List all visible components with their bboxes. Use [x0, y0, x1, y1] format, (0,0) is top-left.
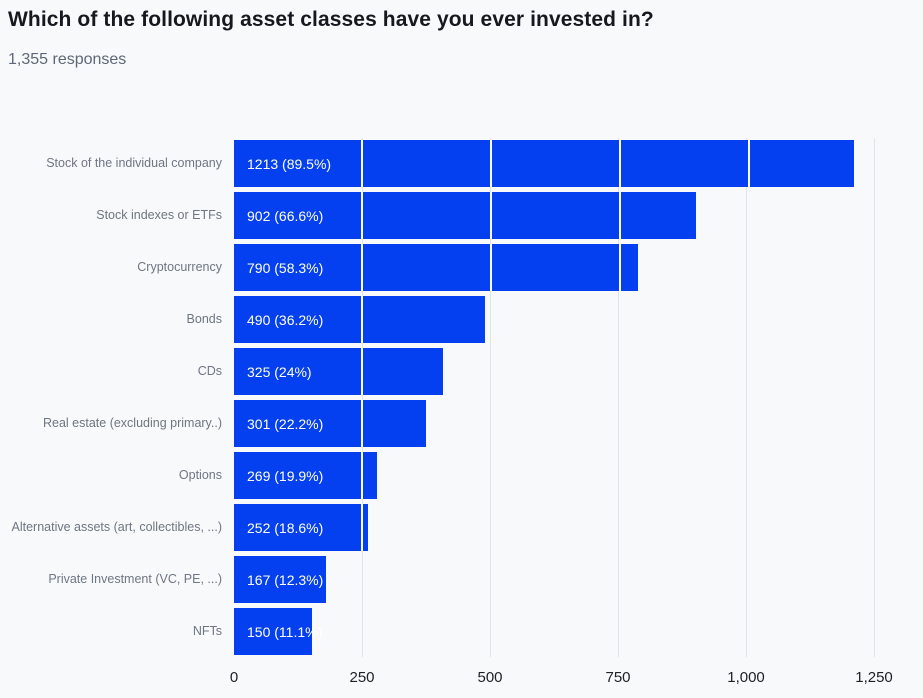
bar[interactable]: 1213 (89.5%) [234, 140, 854, 187]
chart-row: Cryptocurrency 790 (58.3%) [0, 244, 923, 291]
bar[interactable]: 902 (66.6%) [234, 192, 696, 239]
gridline [490, 138, 491, 657]
category-label: Cryptocurrency [137, 260, 222, 274]
category-label: Bonds [186, 312, 222, 326]
category-label: Stock indexes or ETFs [96, 208, 222, 222]
chart-row: Real estate (excluding primary..) 301 (22… [0, 400, 923, 447]
bar[interactable]: 252 (18.6%) [234, 504, 368, 551]
chart-row: Stock indexes or ETFs 902 (66.6%) [0, 192, 923, 239]
x-axis-tick-label: 750 [605, 669, 631, 686]
chart-row: Stock of the individual company 1213 (89.… [0, 140, 923, 187]
x-axis-tick-label: 500 [477, 669, 503, 686]
chart-row: Alternative assets (art, collectibles, .… [0, 504, 923, 551]
x-axis-tick-label: 1,250 [855, 669, 893, 686]
response-count: 1,355 responses [8, 51, 127, 68]
bar[interactable]: 490 (36.2%) [234, 296, 485, 343]
category-label: Stock of the individual company [46, 156, 222, 170]
x-axis-tick-label: 250 [349, 669, 375, 686]
bar-value-label: 269 (19.9%) [247, 467, 324, 484]
category-label: Private Investment (VC, PE, ...) [48, 572, 222, 586]
category-label: CDs [197, 364, 222, 378]
bar-value-label: 301 (22.2%) [247, 415, 324, 432]
bar[interactable]: 269 (19.9%) [234, 452, 377, 499]
bar-value-label: 1213 (89.5%) [247, 155, 332, 172]
chart-row: CDs 325 (24%) [0, 348, 923, 395]
bar-value-label: 252 (18.6%) [247, 519, 324, 536]
bar[interactable]: 301 (22.2%) [234, 400, 426, 447]
bar[interactable]: 167 (12.3%) [234, 556, 326, 603]
category-label: NFTs [192, 624, 222, 638]
category-label: Real estate (excluding primary..) [42, 416, 222, 430]
gridline [746, 138, 747, 657]
x-axis-tick-label: 1,000 [727, 669, 765, 686]
category-label: Options [178, 468, 222, 482]
bar-value-label: 167 (12.3%) [247, 571, 324, 588]
category-label: Alternative assets (art, collectibles, .… [11, 520, 223, 534]
chart-row: Private Investment (VC, PE, ...) 167 (12.… [0, 556, 923, 603]
bar[interactable]: 150 (11.1%) [234, 608, 322, 655]
x-axis-tick-label: 0 [229, 669, 239, 686]
bar-value-label: 902 (66.6%) [247, 207, 324, 224]
chart-row: NFTs 150 (11.1%) [0, 608, 923, 655]
gridline [874, 138, 875, 657]
bar[interactable]: 325 (24%) [234, 348, 443, 395]
x-axis: 0 250 500 750 1,000 1,250 [0, 669, 923, 691]
chart-row: Options 269 (19.9%) [0, 452, 923, 499]
chart-row: Bonds 490 (36.2%) [0, 296, 923, 343]
horizontal-bar-chart: Stock of the individual company 1213 (89.… [0, 138, 923, 698]
bar-value-label: 150 (11.1%) [247, 623, 323, 640]
gridline [362, 138, 363, 657]
chart-title: Which of the following asset classes hav… [8, 8, 654, 31]
bar-value-label: 325 (24%) [247, 363, 312, 380]
gridline [618, 138, 619, 657]
bar-value-label: 790 (58.3%) [247, 259, 324, 276]
bar[interactable]: 790 (58.3%) [234, 244, 638, 291]
bar-value-label: 490 (36.2%) [247, 311, 324, 328]
